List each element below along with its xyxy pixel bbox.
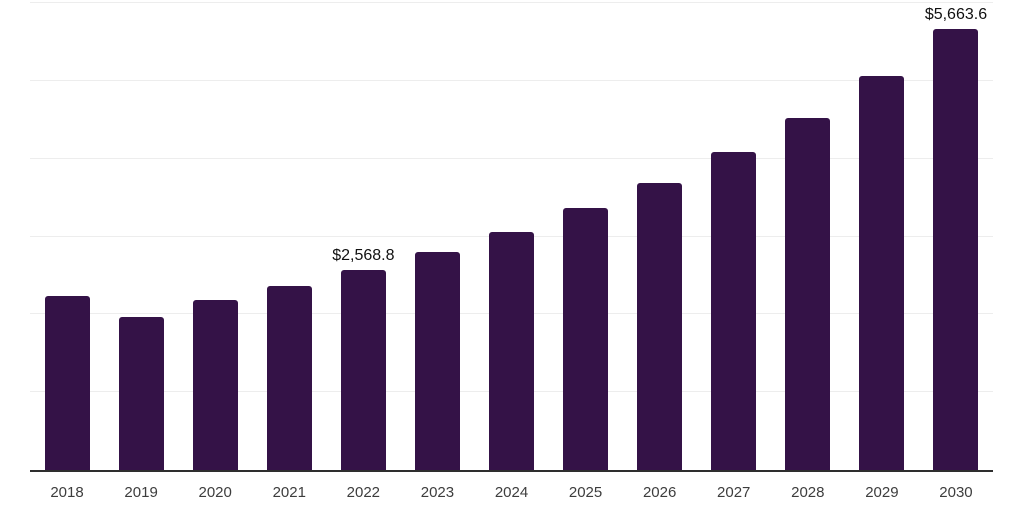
value-label-2030: $5,663.6 [924,6,988,24]
x-tick-2028: 2028 [791,484,825,501]
bar-2026 [637,182,683,470]
gridline-5000 [30,79,993,81]
x-tick-2021: 2021 [272,484,306,501]
x-tick-2019: 2019 [124,484,158,501]
bar-2019 [118,317,164,470]
bar-2023 [414,252,460,470]
x-axis-line [30,470,993,472]
x-tick-2030: 2030 [939,484,973,501]
x-tick-2026: 2026 [642,484,677,501]
x-tick-2025: 2025 [568,484,603,501]
bar-2030 [933,29,979,470]
gridline-4000 [30,157,993,159]
x-tick-2020: 2020 [198,484,232,501]
value-label-2022: $2,568.8 [332,247,395,265]
bar-2025 [563,208,609,470]
gridline-6000 [30,2,993,3]
x-tick-2027: 2027 [717,484,751,501]
bar-2020 [192,300,238,470]
x-tick-2018: 2018 [50,484,84,501]
x-tick-2023: 2023 [420,484,455,501]
bar-2024 [489,231,534,470]
bar-2021 [266,285,312,470]
bar-2018 [44,295,90,470]
x-tick-2022: 2022 [346,484,381,501]
x-tick-2024: 2024 [494,484,529,501]
x-axis-labels: 2018 2019 2020 2021 2022 2023 2024 2025 2026 2027… [30,485,993,505]
bar-2028 [785,117,831,470]
plot-area: $2,568.8 $5,663.6 [30,0,993,470]
bar-2027 [711,151,757,470]
x-tick-2029: 2029 [865,484,899,501]
bar-2022 [340,270,386,470]
bar-2029 [859,75,905,470]
